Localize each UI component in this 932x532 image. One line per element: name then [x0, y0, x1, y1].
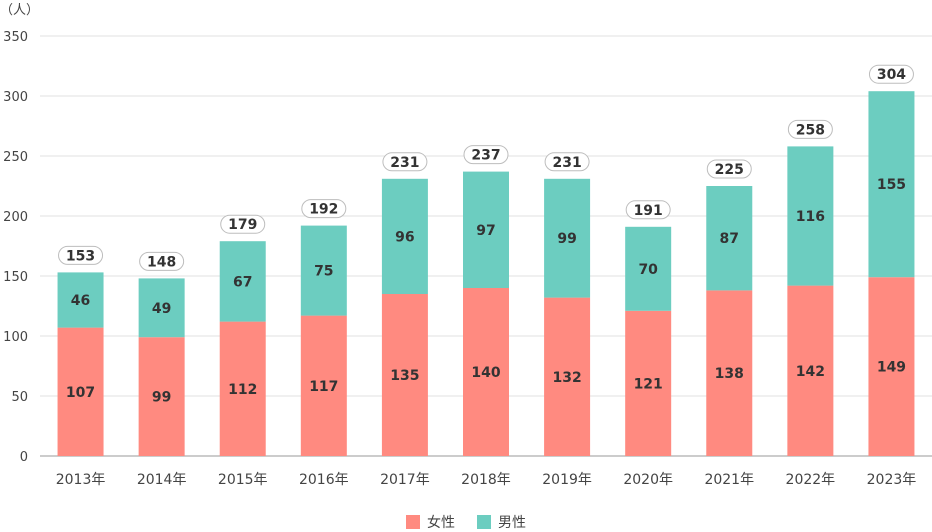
legend-item-female: 女性 [406, 512, 455, 532]
bars: 107 46 153 99 49 148 112 67 179 117 75 192 135 96 231 1… [57, 64, 915, 456]
bar-segment-female [381, 294, 428, 456]
x-tick-label: 2018年 [461, 472, 511, 488]
bar-segment-female [868, 277, 915, 456]
y-tick-label: 250 [3, 150, 28, 165]
data-label: 46 [71, 293, 90, 309]
total-label: 179 [228, 217, 257, 233]
bar-segment-male [706, 186, 753, 291]
bar-segment-female [57, 327, 104, 456]
x-tick-label: 2023年 [867, 472, 917, 488]
total-badge [787, 119, 833, 139]
total-badge [58, 245, 104, 265]
data-label: 99 [152, 390, 171, 406]
y-tick-label: 0 [20, 450, 28, 465]
data-label: 75 [314, 264, 333, 280]
bar-segment-male [138, 278, 185, 338]
y-tick-label: 100 [3, 330, 28, 345]
total-label: 153 [66, 248, 95, 264]
data-label: 140 [471, 365, 500, 381]
bar-segment-male [544, 178, 591, 298]
data-label: 116 [796, 209, 825, 225]
x-tick-label: 2020年 [623, 472, 673, 488]
y-tick-label: 300 [3, 90, 28, 105]
data-label: 70 [638, 262, 658, 278]
x-tick-label: 2014年 [137, 472, 187, 488]
stacked-bar-chart: （人） 0 50 100 150 200 250 300 350 107 46 153 99 49 14… [0, 3, 932, 488]
data-label: 67 [233, 274, 252, 290]
legend-swatch-male [477, 515, 491, 529]
y-tick-label: 200 [3, 210, 28, 225]
x-tick-label: 2015年 [218, 472, 268, 488]
x-tick-label: 2021年 [704, 472, 754, 488]
y-axis-ticks: 0 50 100 150 200 250 300 350 [3, 30, 28, 465]
total-label: 304 [877, 67, 906, 83]
data-label: 112 [228, 382, 257, 398]
x-tick-label: 2022年 [786, 472, 836, 488]
total-badge [220, 214, 266, 234]
bar-segment-male [463, 171, 509, 288]
data-label: 49 [152, 301, 171, 317]
legend-swatch-female [406, 515, 420, 529]
total-label: 225 [715, 162, 744, 178]
x-tick-label: 2016年 [299, 472, 349, 488]
total-badge [301, 199, 347, 219]
legend-label-female: 女性 [427, 515, 455, 531]
total-badge [463, 145, 509, 165]
bar-segment-male [219, 241, 266, 322]
total-label: 148 [147, 254, 176, 270]
total-label: 237 [471, 148, 500, 164]
bar-segment-female [625, 310, 672, 456]
total-badge [868, 64, 914, 84]
data-label: 87 [720, 231, 739, 247]
y-tick-label: 350 [3, 30, 28, 45]
data-label: 155 [877, 177, 906, 193]
bar-segment-male [625, 226, 672, 311]
x-tick-label: 2013年 [56, 472, 106, 488]
data-label: 135 [390, 368, 419, 384]
total-badge [625, 200, 671, 220]
bar-segment-male [868, 91, 915, 278]
total-label: 231 [552, 155, 581, 171]
data-label: 132 [552, 370, 581, 386]
bar-segment-female [544, 297, 591, 456]
data-label: 149 [877, 360, 906, 376]
x-tick-label: 2019年 [542, 472, 592, 488]
data-label: 138 [715, 366, 744, 382]
data-label: 117 [309, 379, 338, 395]
total-badge [706, 159, 752, 179]
y-tick-label: 150 [3, 270, 28, 285]
total-badge [382, 152, 428, 172]
bar-segment-male [787, 146, 834, 286]
bar-segment-female [463, 288, 509, 456]
data-label: 142 [796, 364, 825, 380]
y-tick-label: 50 [11, 390, 28, 405]
total-badge [139, 251, 185, 271]
total-label: 231 [390, 155, 419, 171]
data-label: 97 [476, 223, 495, 239]
data-label: 107 [66, 385, 95, 401]
bar-segment-male [57, 272, 104, 328]
total-label: 191 [634, 203, 663, 219]
bar-segment-female [138, 337, 185, 456]
total-badge [544, 152, 590, 172]
data-label: 96 [395, 229, 414, 245]
bar-segment-male [381, 178, 428, 294]
bar-segment-female [787, 285, 834, 456]
legend-label-male: 男性 [498, 515, 526, 531]
data-label: 99 [557, 231, 576, 247]
total-label: 258 [796, 122, 825, 138]
x-tick-label: 2017年 [380, 472, 430, 488]
total-label: 192 [309, 202, 338, 218]
data-label: 121 [634, 376, 663, 392]
bar-segment-female [706, 290, 753, 456]
legend-item-male: 男性 [477, 512, 526, 532]
bar-segment-male [300, 225, 347, 316]
bar-segment-female [300, 315, 347, 456]
bar-segment-female [219, 321, 266, 456]
legend: 女性 男性 [0, 512, 932, 532]
y-axis-unit-label: （人） [0, 3, 39, 18]
x-axis-labels: 2013年 2014年 2015年 2016年 2017年 2018年 2019年 2020年… [56, 472, 917, 488]
